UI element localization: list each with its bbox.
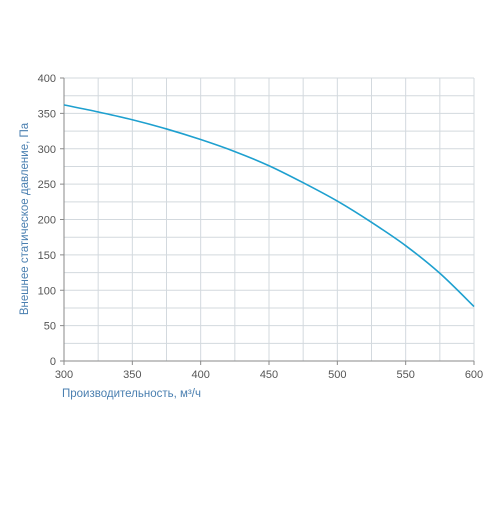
y-tick-label: 150 (38, 250, 56, 262)
x-tick-label: 450 (260, 369, 278, 381)
x-tick-label: 400 (191, 369, 209, 381)
y-tick-label: 250 (38, 179, 56, 191)
y-tick-label: 100 (38, 285, 56, 297)
y-tick-label: 350 (38, 108, 56, 120)
x-tick-label: 600 (465, 369, 483, 381)
tick-labels: 300 350 400 450 500 550 600 0 50 100 150 200 250 300 3… (38, 73, 484, 381)
x-tick-label: 300 (55, 369, 73, 381)
x-tick-label: 500 (328, 369, 346, 381)
x-tick-label: 350 (123, 369, 141, 381)
y-tick-label: 200 (38, 215, 56, 227)
y-tick-label: 300 (38, 144, 56, 156)
y-tick-label: 0 (50, 356, 56, 368)
series (63, 104, 475, 308)
grid (64, 77, 475, 361)
y-tick-label: 400 (38, 73, 56, 85)
x-axis-title: Производительность, м³/ч (62, 388, 201, 400)
y-tick-label: 50 (44, 321, 56, 333)
axes (60, 77, 475, 365)
x-tick-label: 550 (396, 369, 414, 381)
y-axis-title: Внешнее статическое давление, Па (19, 122, 31, 315)
series-line (63, 104, 475, 308)
